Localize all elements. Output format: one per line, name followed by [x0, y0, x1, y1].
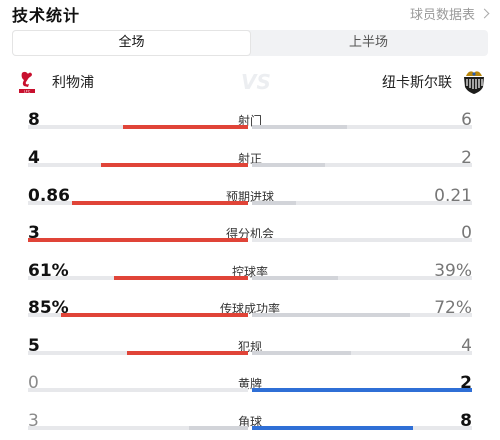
stat-label: 射正	[237, 152, 262, 166]
chevron-right-icon	[479, 8, 490, 19]
home-bar-fill	[61, 313, 248, 317]
stat-row: 85% 传球成功率 72%	[0, 299, 500, 333]
away-bar-track	[252, 276, 472, 280]
vs-badge: VS	[241, 70, 271, 94]
home-stat-value: 3	[28, 223, 40, 243]
home-bar-track	[28, 238, 248, 242]
away-bar-fill	[252, 201, 296, 205]
stat-row: 0.86 预期进球 0.21	[0, 187, 500, 221]
away-stat-value: 4	[461, 336, 472, 356]
away-bar-fill	[252, 313, 410, 317]
away-team-name: 纽卡斯尔联	[382, 75, 452, 91]
home-stat-value: 0.86	[28, 186, 70, 206]
home-stat-value: 3	[28, 411, 39, 431]
player-data-link-label: 球员数据表	[409, 8, 475, 23]
stat-row: 61% 控球率 39%	[0, 262, 500, 296]
section-title: 技术统计	[12, 6, 81, 25]
home-stat-value: 4	[28, 148, 40, 168]
home-stat-value: 8	[28, 110, 40, 130]
home-stat-value: 85%	[28, 298, 69, 318]
away-bar-track	[252, 426, 472, 430]
home-bar-fill	[72, 201, 248, 205]
home-bar-track	[28, 201, 248, 205]
away-stat-value: 72%	[434, 298, 472, 318]
svg-text:LFC: LFC	[24, 90, 31, 94]
home-bar-track	[28, 276, 248, 280]
away-stat-value: 2	[460, 373, 472, 393]
away-bar-track	[252, 351, 472, 355]
home-bar-track	[28, 313, 248, 317]
tab-first-half[interactable]: 上半场	[348, 35, 388, 50]
away-stat-value: 2	[461, 148, 472, 168]
away-bar-track	[252, 201, 472, 205]
away-bar-track	[252, 388, 472, 392]
stat-label: 传球成功率	[219, 302, 280, 316]
away-bar-fill	[252, 426, 413, 430]
away-stat-value: 6	[461, 110, 472, 130]
away-bar-track	[252, 163, 472, 167]
home-stat-value: 5	[28, 336, 40, 356]
stat-label: 角球	[237, 415, 262, 429]
stat-label: 控球率	[231, 265, 268, 279]
home-bar-track	[28, 163, 248, 167]
away-bar-fill	[252, 276, 338, 280]
away-bar-fill	[252, 388, 472, 392]
away-bar-fill	[252, 163, 325, 167]
stat-label: 得分机会	[225, 227, 274, 241]
away-stat-value: 0	[461, 223, 472, 243]
newcastle-crest-icon	[464, 71, 484, 94]
away-stat-value: 0.21	[434, 186, 472, 206]
away-bar-track	[252, 238, 472, 242]
home-bar-fill	[123, 125, 248, 129]
stat-row: 0 黄牌 2	[0, 374, 500, 408]
stats-header: 技术统计 球员数据表	[8, 0, 492, 26]
away-bar-track	[252, 125, 472, 129]
stat-row: 8 射门 6	[0, 111, 500, 145]
home-bar-track	[28, 426, 248, 430]
stat-row: 4 射正 2	[0, 149, 500, 183]
player-data-link[interactable]: 球员数据表	[409, 4, 490, 23]
vs-label: VS	[241, 70, 271, 94]
stat-row: 5 犯规 4	[0, 337, 500, 371]
tab-full-match[interactable]: 全场	[13, 31, 250, 55]
away-stat-value: 8	[460, 411, 472, 431]
away-stat-value: 39%	[434, 261, 472, 281]
teams-row: LFC 利物浦 VS 纽卡斯尔联	[16, 66, 488, 96]
liverpool-crest-icon: LFC	[19, 71, 35, 94]
stat-label: 射门	[237, 114, 262, 128]
stat-label: 预期进球	[225, 190, 274, 204]
away-bar-track	[252, 313, 472, 317]
home-bar-fill	[101, 163, 248, 167]
home-bar-track	[28, 388, 248, 392]
home-bar-fill	[28, 238, 248, 242]
stat-row: 3 得分机会 0	[0, 224, 500, 258]
home-bar-track	[28, 125, 248, 129]
stat-label: 犯规	[237, 340, 262, 354]
stat-label: 黄牌	[237, 377, 262, 391]
home-stat-value: 61%	[28, 261, 69, 281]
home-bar-fill	[114, 276, 248, 280]
stat-row: 3 角球 8	[0, 412, 500, 440]
home-bar-track	[28, 351, 248, 355]
away-bar-fill	[252, 351, 351, 355]
home-team-name: 利物浦	[52, 75, 94, 91]
home-bar-fill	[189, 426, 248, 430]
home-stat-value: 0	[28, 373, 39, 393]
period-tabs: 全场 上半场	[12, 30, 488, 56]
home-bar-fill	[127, 351, 248, 355]
away-bar-fill	[252, 125, 347, 129]
